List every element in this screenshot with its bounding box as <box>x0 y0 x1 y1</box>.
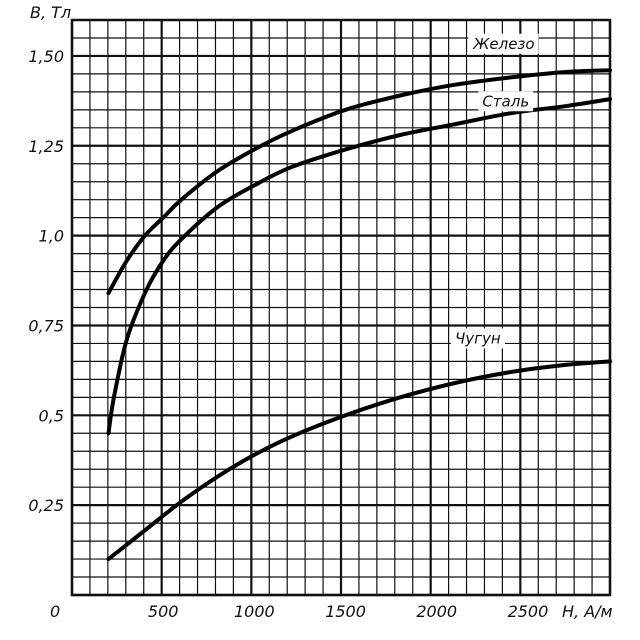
y-tick-label: 1,25 <box>28 137 64 156</box>
series-label-0: Железо <box>472 35 534 53</box>
y-tick-label: 0,25 <box>28 496 64 515</box>
grid <box>70 18 612 597</box>
series-line-2 <box>106 359 612 562</box>
series-label-1: Сталь <box>482 92 529 110</box>
x-tick-label: 2000 <box>416 602 457 621</box>
tick-labels: 0,25 0,5 0,75 1,0 1,25 1,50 500 1000 1500 2000 250… <box>28 47 548 621</box>
x-axis-title: H, А/м <box>562 602 613 621</box>
y-axis-title: B, Тл <box>30 3 71 22</box>
series-line-0 <box>106 68 612 296</box>
plot-frame <box>70 18 612 597</box>
series-label-bg-2 <box>450 328 505 349</box>
y-tick-label: 0,5 <box>39 406 64 425</box>
curves <box>106 68 612 562</box>
x-tick-label: 2500 <box>508 602 549 621</box>
series-label-bg-0 <box>468 33 539 54</box>
series-label-2: Чугун <box>455 329 501 347</box>
series-label-backgrounds: Железо Сталь Чугун <box>450 33 539 349</box>
x-tick-label: 500 <box>148 602 179 621</box>
origin-label: 0 <box>50 602 60 621</box>
y-tick-label: 0,75 <box>28 316 64 335</box>
series-label-bg-1 <box>478 91 534 112</box>
series-line-1 <box>106 97 612 436</box>
x-tick-label: 1500 <box>325 602 366 621</box>
x-tick-label: 1000 <box>234 602 275 621</box>
y-tick-label: 1,0 <box>39 227 64 246</box>
y-tick-label: 1,50 <box>28 47 64 66</box>
